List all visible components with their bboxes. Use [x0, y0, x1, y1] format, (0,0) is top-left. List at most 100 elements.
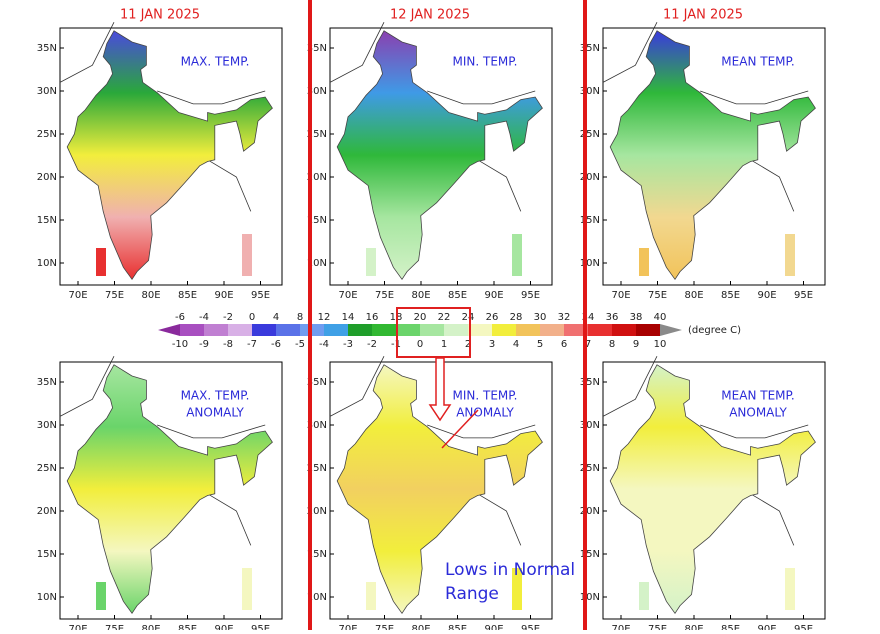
lon-label: 90E — [484, 624, 503, 630]
lat-label: 30N — [37, 420, 57, 431]
lat-label: 35N — [37, 377, 57, 388]
lon-label: 75E — [105, 290, 124, 301]
colorbar-label: 0 — [249, 312, 255, 323]
lon-label: 70E — [611, 624, 630, 630]
colorbar-label: 1 — [441, 339, 447, 350]
island-inset — [96, 248, 106, 276]
colorbar-segment — [612, 324, 636, 336]
island-inset — [785, 234, 795, 276]
lon-label: 90E — [757, 624, 776, 630]
annotation: Range — [445, 584, 499, 604]
colorbar-segment — [204, 324, 228, 336]
border-line — [602, 356, 809, 546]
island-inset — [366, 582, 376, 610]
india-map — [336, 30, 543, 281]
lat-label: 10N — [307, 592, 327, 603]
lat-label: 20N — [580, 506, 600, 517]
colorbar-segment — [228, 324, 252, 336]
colorbar-label: -8 — [223, 339, 233, 350]
panel-title: MEAN TEMP. — [721, 55, 794, 69]
colorbar-label: -5 — [295, 339, 305, 350]
colorbar-label: 28 — [510, 312, 523, 323]
lon-label: 90E — [214, 290, 233, 301]
colorbar-label: -4 — [319, 339, 329, 350]
lon-label: 75E — [648, 290, 667, 301]
colorbar-segment — [468, 324, 492, 336]
colorbar-label: 0 — [417, 339, 423, 350]
lon-label: 95E — [794, 624, 813, 630]
lon-label: 80E — [411, 624, 430, 630]
lat-label: 20N — [307, 506, 327, 517]
lat-label: 30N — [580, 420, 600, 431]
lon-label: 75E — [105, 624, 124, 630]
colorbar-label: 34 — [582, 312, 595, 323]
lon-label: 95E — [251, 624, 270, 630]
border-line — [329, 356, 536, 546]
colorbar-label: -2 — [223, 312, 233, 323]
colorbar-end — [158, 324, 180, 336]
panel-title: MIN. TEMP. — [453, 55, 518, 69]
date-label: 11 JAN 2025 — [663, 8, 743, 23]
lat-label: 20N — [37, 506, 57, 517]
colorbar-label: 16 — [366, 312, 379, 323]
lat-label: 25N — [580, 129, 600, 140]
lon-label: 70E — [338, 624, 357, 630]
arrow — [428, 357, 452, 422]
island-inset — [366, 248, 376, 276]
colorbar-label: 30 — [534, 312, 547, 323]
colorbar-label: 7 — [585, 339, 591, 350]
colorbar-label: 38 — [630, 312, 643, 323]
island-inset — [512, 568, 522, 610]
colorbar-label: -6 — [271, 339, 281, 350]
lat-label: 10N — [37, 592, 57, 603]
lat-label: 35N — [580, 377, 600, 388]
border-line — [602, 22, 809, 212]
colorbar-segment — [348, 324, 372, 336]
colorbar-label: 3 — [489, 339, 495, 350]
colorbar-label: 14 — [342, 312, 355, 323]
colorbar-label: 10 — [654, 339, 667, 350]
lat-label: 15N — [580, 549, 600, 560]
colorbar-segment — [564, 324, 588, 336]
lon-label: 70E — [338, 290, 357, 301]
colorbar-end — [660, 324, 682, 336]
lon-label: 95E — [521, 290, 540, 301]
lat-label: 35N — [307, 377, 327, 388]
colorbar-label: 8 — [609, 339, 615, 350]
colorbar-label: 26 — [486, 312, 499, 323]
arrow — [441, 409, 479, 449]
colorbar-label: -7 — [247, 339, 257, 350]
lat-label: 20N — [37, 172, 57, 183]
lat-label: 35N — [37, 43, 57, 54]
panel-title: ANOMALY — [456, 406, 514, 420]
lat-label: 15N — [37, 215, 57, 226]
lat-label: 25N — [307, 463, 327, 474]
highlight-box — [396, 307, 471, 358]
lat-label: 25N — [37, 463, 57, 474]
border-line — [59, 22, 266, 212]
lon-label: 85E — [178, 290, 197, 301]
lat-label: 35N — [580, 43, 600, 54]
lat-label: 20N — [307, 172, 327, 183]
lat-label: 10N — [307, 258, 327, 269]
lat-label: 15N — [307, 215, 327, 226]
panel-title: MEAN TEMP. — [721, 389, 794, 403]
colorbar-label: 6 — [561, 339, 567, 350]
colorbar-unit: (degree C) — [688, 325, 741, 336]
lat-label: 25N — [580, 463, 600, 474]
colorbar-label: 12 — [318, 312, 331, 323]
lat-label: 15N — [37, 549, 57, 560]
island-inset — [242, 234, 252, 276]
colorbar-label: 8 — [297, 312, 303, 323]
lon-label: 95E — [794, 290, 813, 301]
colorbar-label: 20 — [414, 312, 427, 323]
lon-label: 80E — [411, 290, 430, 301]
panel-title: MAX. TEMP. — [181, 389, 250, 403]
lat-label: 25N — [37, 129, 57, 140]
colorbar-segment — [540, 324, 564, 336]
lat-label: 35N — [307, 43, 327, 54]
lat-label: 10N — [580, 592, 600, 603]
lon-label: 95E — [251, 290, 270, 301]
colorbar-segment — [372, 324, 396, 336]
panel-title: MIN. TEMP. — [453, 389, 518, 403]
